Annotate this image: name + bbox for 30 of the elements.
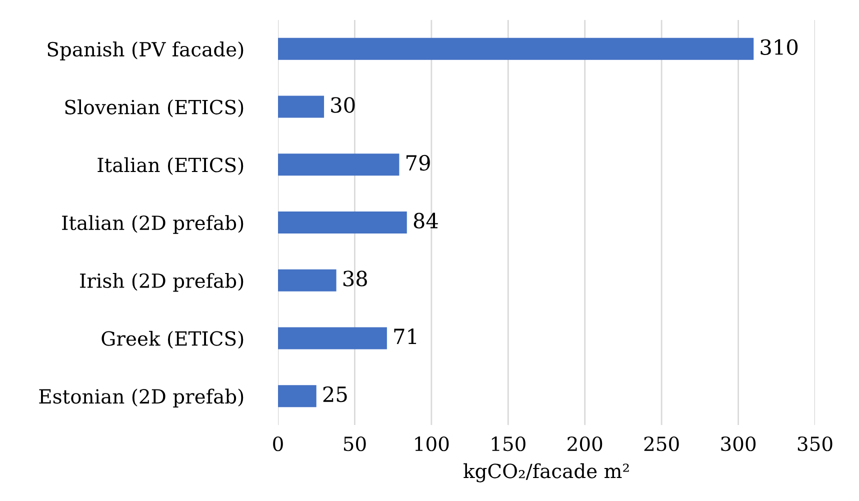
bar <box>278 269 336 292</box>
bar <box>278 96 324 118</box>
y-tick-label: Estonian (2D prefab) <box>39 388 244 408</box>
x-tick-label: 300 <box>721 436 756 452</box>
data-label: 79 <box>406 154 430 171</box>
bar <box>278 385 316 408</box>
y-tick-label: Slovenian (ETICS) <box>65 99 244 118</box>
data-label: 30 <box>331 97 355 113</box>
y-tick-label: Italian (2D prefab) <box>62 215 244 234</box>
x-tick-label: 200 <box>568 436 602 452</box>
x-tick-label: 350 <box>798 436 832 452</box>
x-tick-label: 0 <box>273 436 283 452</box>
x-tick-label: 150 <box>492 436 526 452</box>
y-tick-label: Greek (ETICS) <box>102 330 244 349</box>
x-axis-title: kgCO₂/facade m² <box>464 463 629 482</box>
x-tick-label: 50 <box>344 436 366 452</box>
bar <box>278 154 400 176</box>
data-label: 84 <box>414 212 438 229</box>
x-tick-label: 100 <box>415 436 449 452</box>
x-tick-label: 250 <box>644 436 679 452</box>
y-tick-label: Irish (2D prefab) <box>80 272 244 292</box>
bar <box>278 327 387 350</box>
bar <box>278 38 754 60</box>
data-label: 71 <box>394 328 416 344</box>
y-tick-label: Spanish (PV facade) <box>48 42 244 60</box>
data-label: 25 <box>323 386 347 402</box>
bar <box>278 212 407 234</box>
data-label: 310 <box>760 39 798 55</box>
data-label: 38 <box>343 270 367 286</box>
y-tick-label: Italian (ETICS) <box>98 157 244 176</box>
